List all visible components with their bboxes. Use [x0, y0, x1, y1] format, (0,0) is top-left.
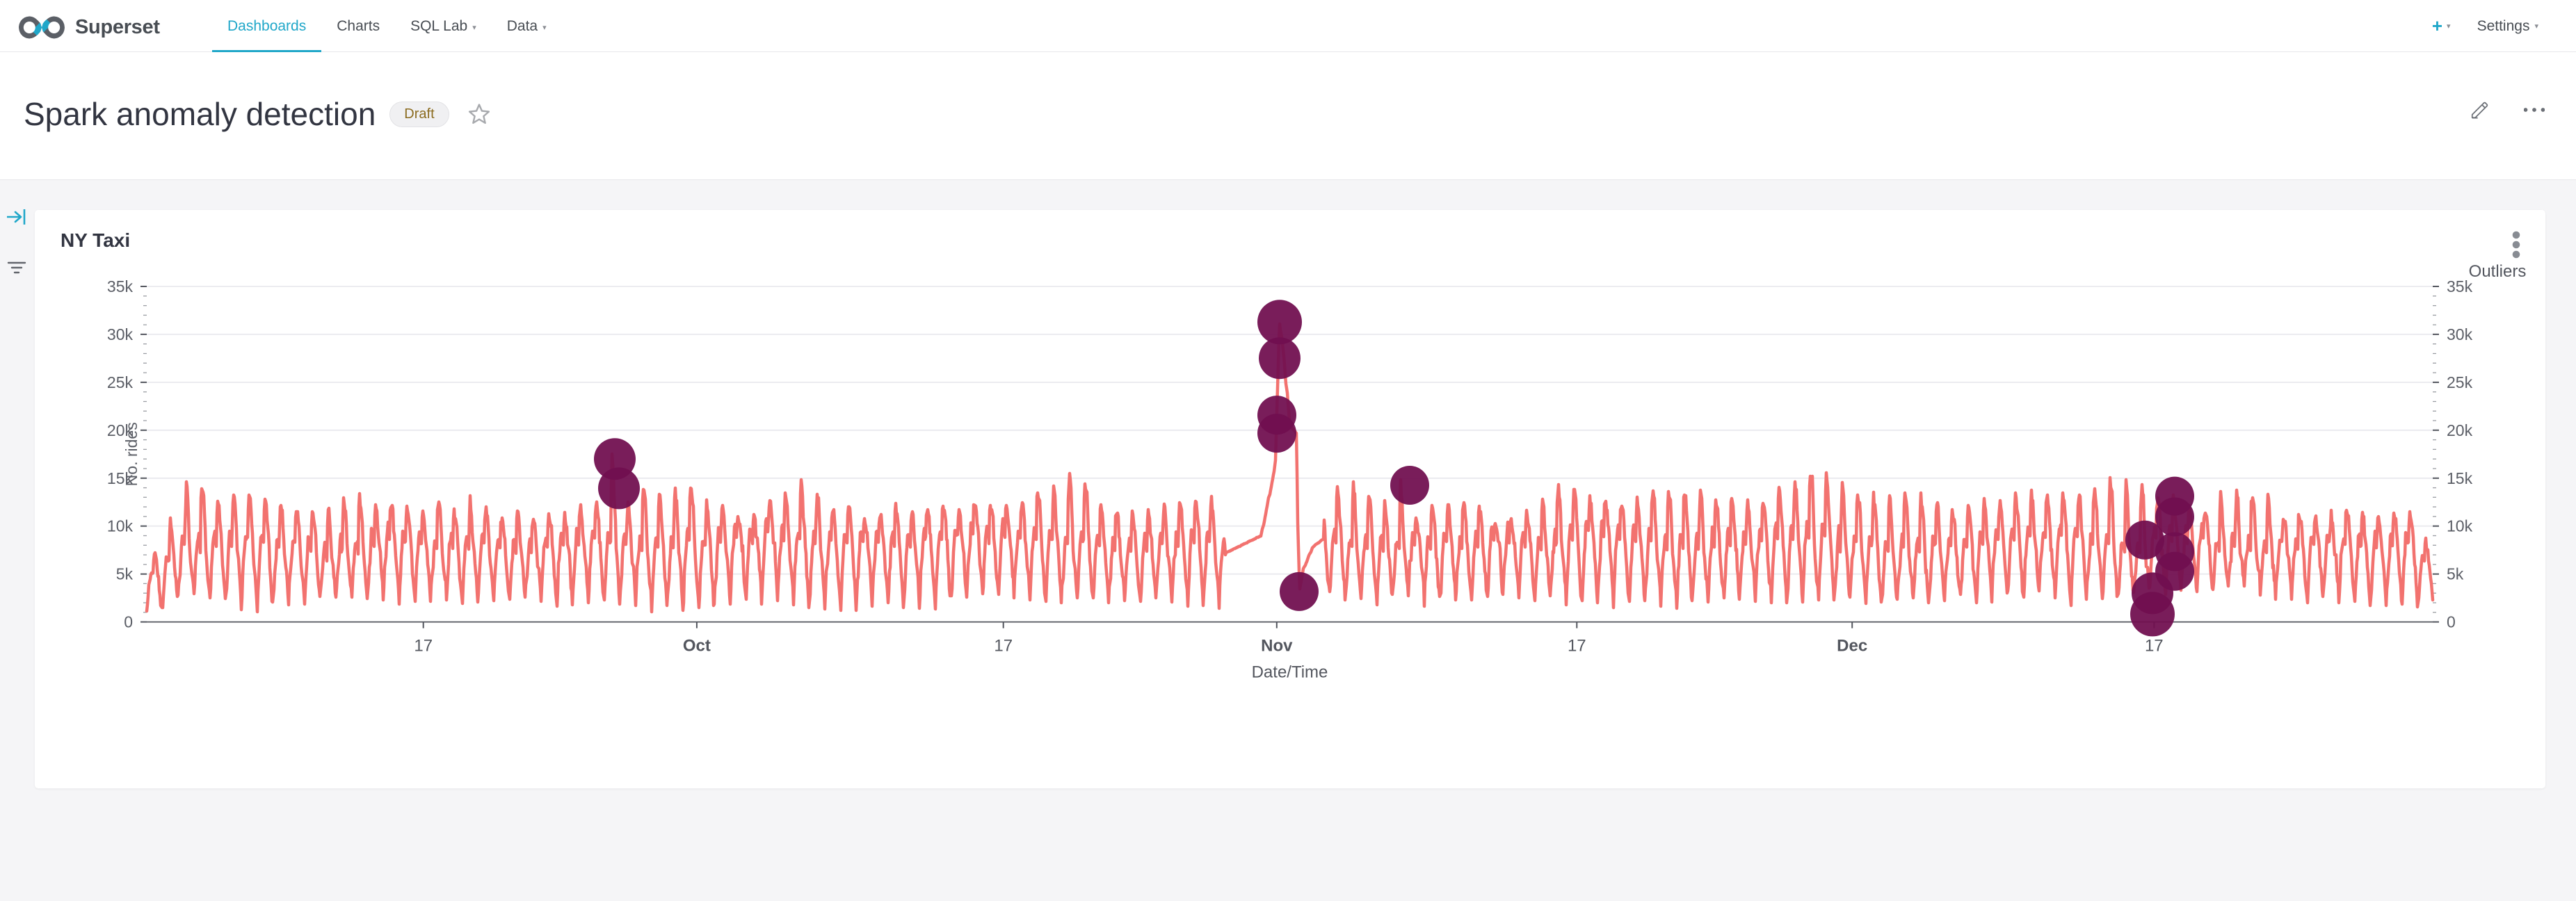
svg-text:10k: 10k	[2447, 517, 2473, 535]
svg-text:Date/Time: Date/Time	[1252, 663, 1328, 682]
svg-text:17: 17	[1568, 637, 1586, 656]
svg-text:17: 17	[414, 637, 433, 656]
svg-text:35k: 35k	[107, 277, 134, 295]
svg-text:Dec: Dec	[1837, 637, 1867, 656]
svg-text:30k: 30k	[2447, 325, 2473, 343]
svg-text:Nov: Nov	[1261, 637, 1293, 656]
svg-text:Oct: Oct	[683, 637, 711, 656]
svg-text:5k: 5k	[116, 565, 134, 583]
svg-text:17: 17	[2145, 637, 2164, 656]
svg-text:0: 0	[124, 613, 133, 631]
svg-text:17: 17	[994, 637, 1013, 656]
svg-text:10k: 10k	[107, 517, 134, 535]
svg-text:30k: 30k	[107, 325, 134, 343]
svg-text:0: 0	[2447, 613, 2456, 631]
svg-text:15k: 15k	[2447, 469, 2473, 487]
svg-text:No. rides: No. rides	[122, 422, 140, 486]
svg-text:5k: 5k	[2447, 565, 2464, 583]
svg-text:Outliers: Outliers	[2469, 262, 2527, 281]
svg-text:20k: 20k	[2447, 421, 2473, 439]
svg-text:25k: 25k	[107, 373, 134, 391]
svg-text:25k: 25k	[2447, 373, 2473, 391]
